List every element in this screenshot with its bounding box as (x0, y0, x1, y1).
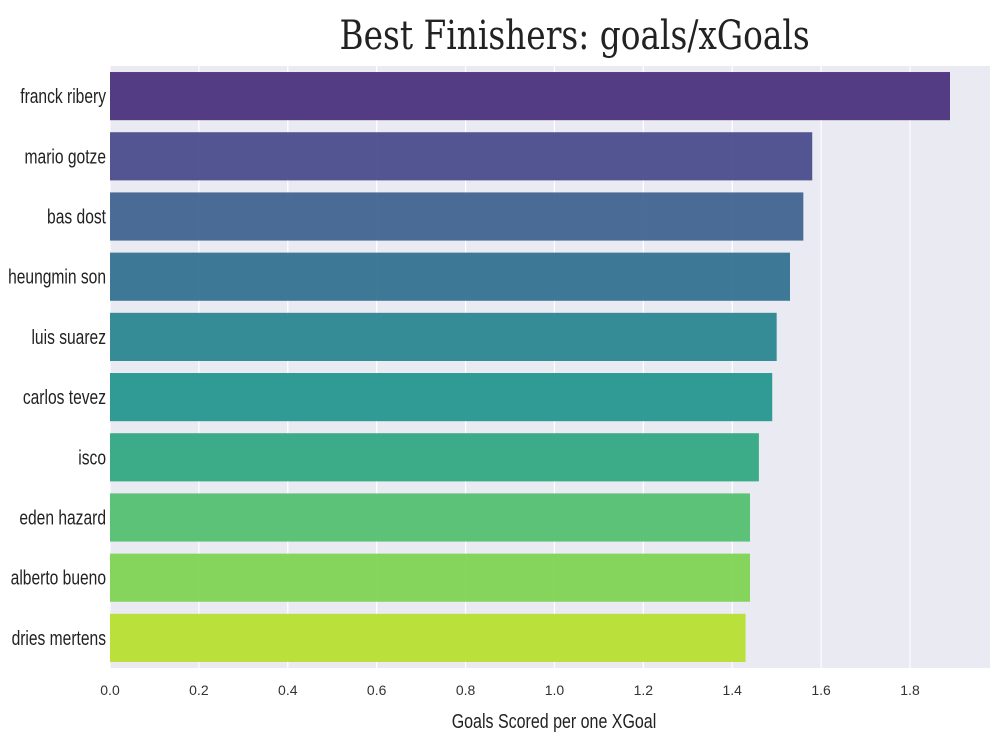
bar (110, 613, 746, 662)
x-tick-label: 0.0 (100, 682, 120, 698)
category-label: dries mertens (12, 627, 106, 649)
bar (110, 493, 750, 542)
bar (110, 252, 790, 301)
category-label: mario gotze (25, 145, 106, 167)
bars (110, 72, 950, 662)
category-label: eden hazard (19, 507, 106, 529)
bar (110, 72, 950, 121)
x-axis-label: Goals Scored per one XGoal (452, 710, 657, 732)
x-tick-label: 0.6 (367, 682, 387, 698)
bar (110, 312, 777, 361)
bar (110, 132, 813, 181)
x-tick-label: 1.0 (545, 682, 565, 698)
bar (110, 553, 750, 602)
bar (110, 373, 773, 422)
bar (110, 192, 804, 241)
x-tick-label: 1.6 (811, 682, 831, 698)
x-tick-label: 1.2 (634, 682, 654, 698)
category-label: franck ribery (20, 85, 106, 107)
x-tick-label: 1.8 (900, 682, 920, 698)
chart-title: Best Finishers: goals/xGoals (339, 13, 810, 59)
category-label: carlos tevez (23, 386, 106, 408)
category-label: alberto bueno (11, 567, 106, 589)
category-label: heungmin son (8, 266, 106, 288)
x-tick-label: 0.2 (189, 682, 209, 698)
x-tick-label: 0.8 (456, 682, 476, 698)
x-tick-label: 1.4 (722, 682, 742, 698)
category-labels: franck ribery mario gotze bas dost heungmin… (8, 85, 106, 649)
x-tick-label: 0.4 (278, 682, 298, 698)
category-label: luis suarez (31, 326, 106, 348)
category-label: isco (78, 446, 106, 468)
bar (110, 433, 759, 482)
category-label: bas dost (47, 206, 106, 228)
x-tick-labels: 0.0 0.2 0.4 0.6 0.8 1.0 1.2 1.4 1.6 1.8 (100, 682, 920, 698)
